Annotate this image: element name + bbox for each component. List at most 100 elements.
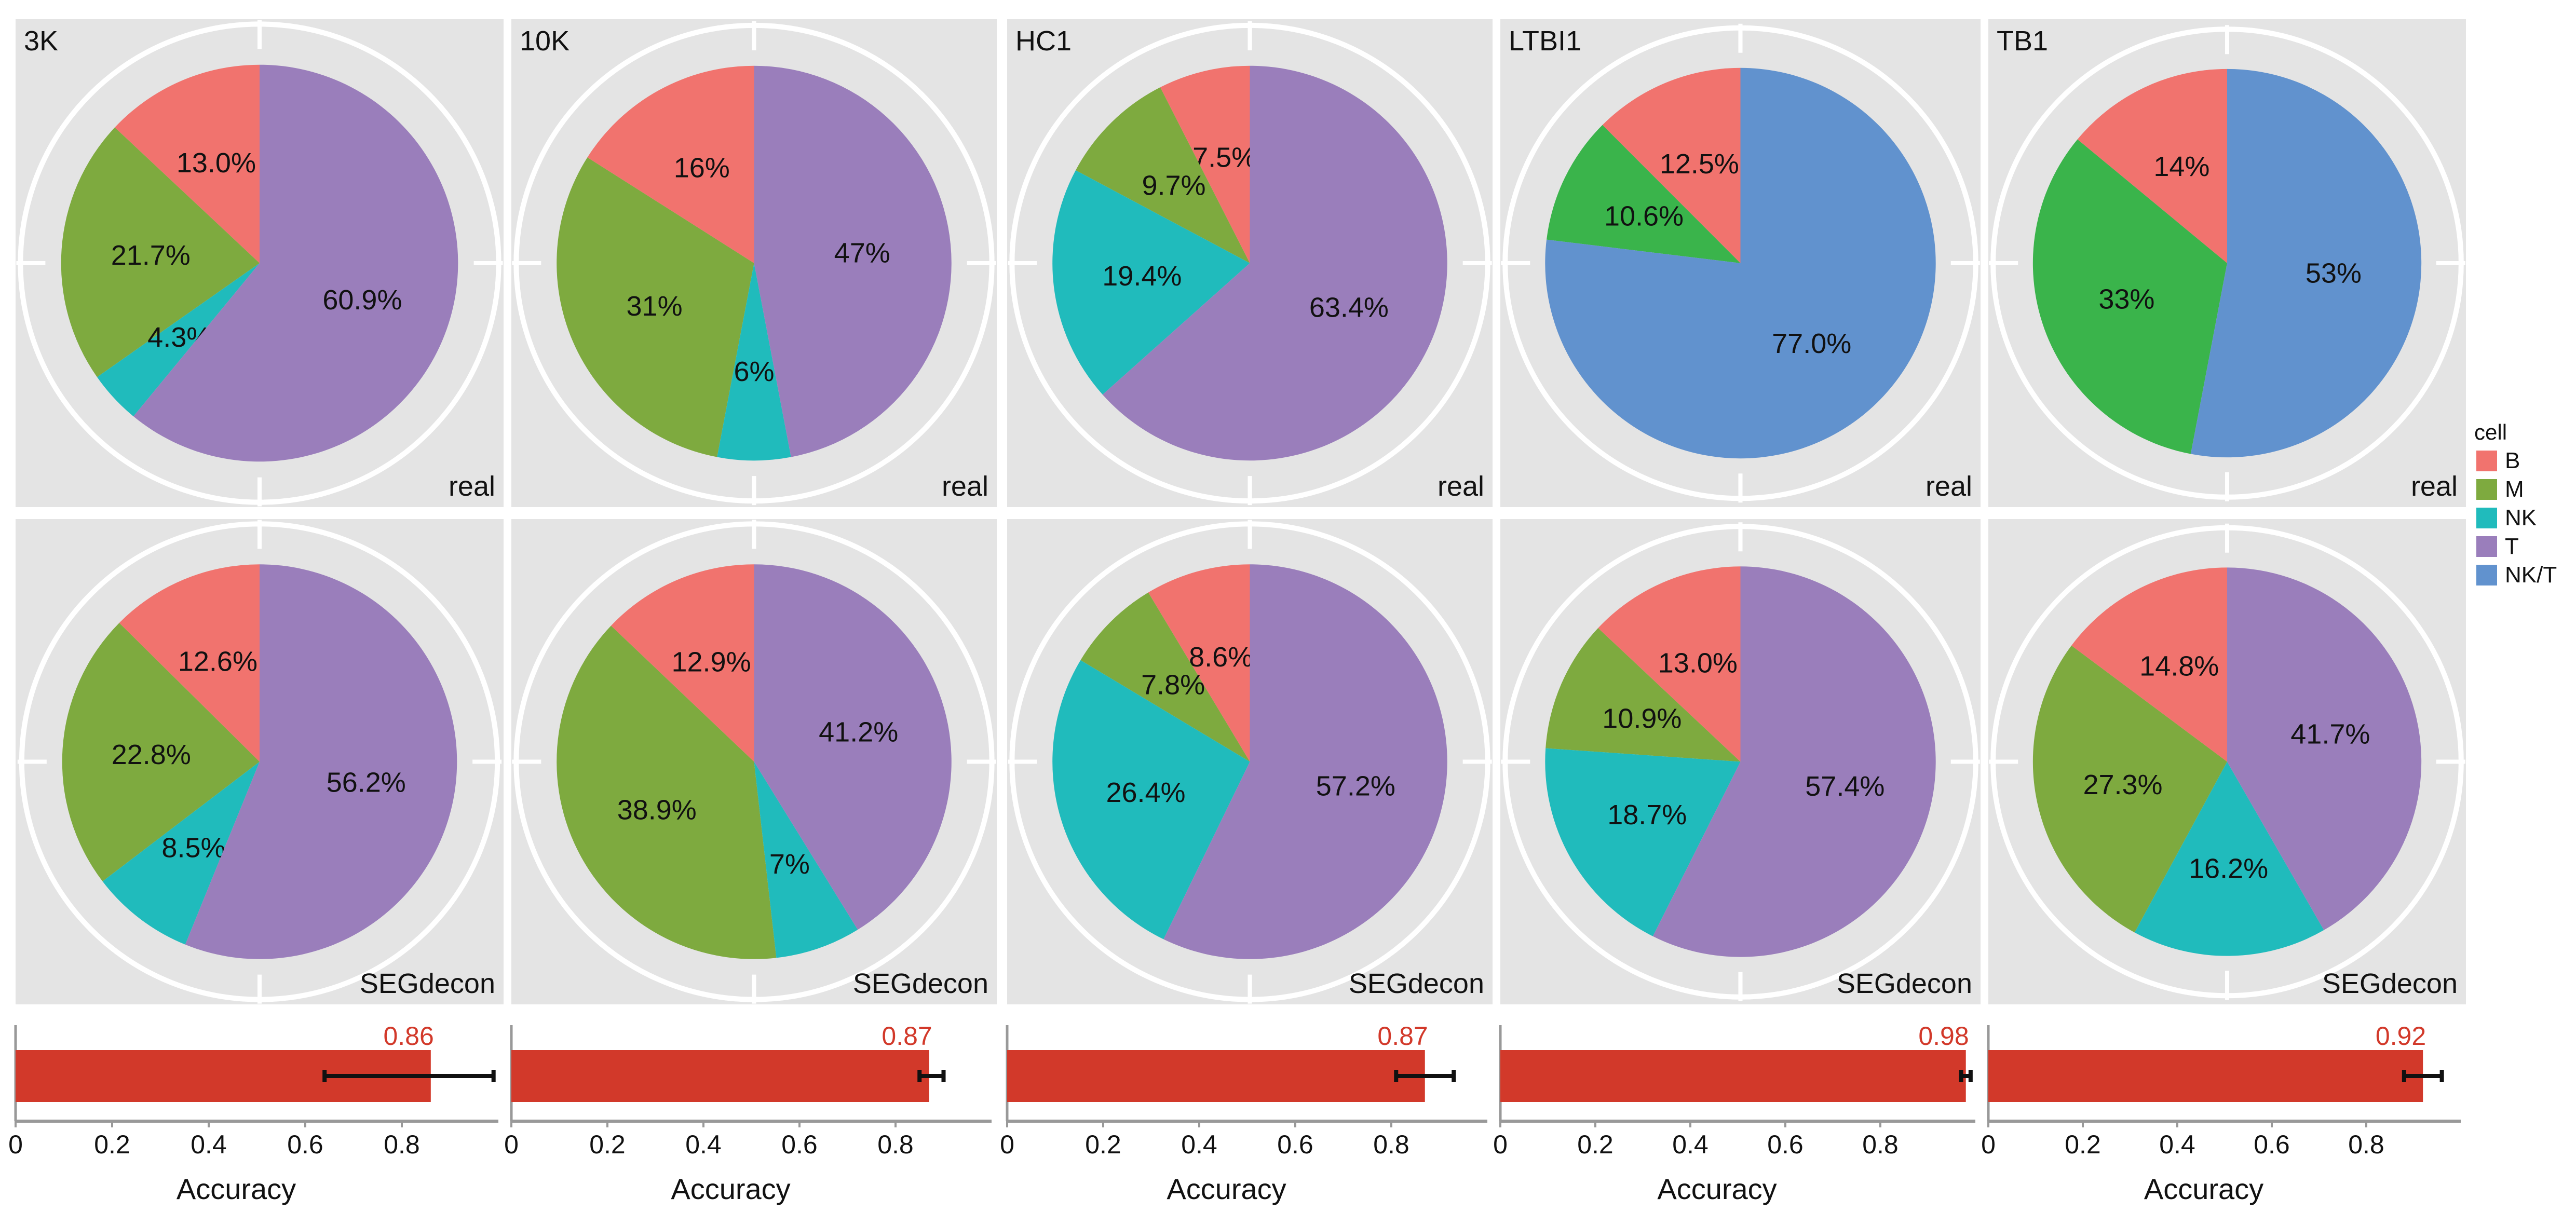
pie-slice-b [1602,67,1741,264]
slice-label: 18.7% [1607,799,1687,830]
x-tick-label: 0.8 [1373,1130,1409,1159]
pie-panel-8: 8.6%7.8% 26.4% 57.2% SEGdecon [1007,519,1493,1004]
slice-label: 57.2% [1316,770,1395,801]
slice-label: 26.4% [1106,777,1185,808]
slice-label: 6% [734,356,774,387]
legend-item-t: T [2476,534,2519,559]
pie-slice-m [1080,592,1250,762]
x-tick-label: 0.4 [1181,1130,1217,1159]
accuracy-bar [511,1050,929,1102]
slice-label: 38.9% [617,795,697,826]
slice-label: 63.4% [1309,292,1389,323]
pie-slice-nk [97,263,260,417]
pie-slice-b [2077,69,2227,263]
x-tick-label: 0.8 [384,1130,420,1159]
panel-method-label: real [1926,471,1972,502]
slice-label: 47% [834,237,890,268]
legend-item-nk-t: NK/T [2476,562,2557,588]
slice-label: 8.6% [1189,642,1253,673]
panel-title: TB1 [1997,25,2048,57]
legend-swatch [2476,536,2497,557]
slice-label: 53% [2306,257,2362,289]
accuracy-bar [1500,1050,1966,1102]
slice-label: 33% [2098,284,2154,315]
panel-method-label: real [942,471,988,502]
slice-label: 14% [2153,151,2209,182]
panel-method-label: real [1438,471,1484,502]
legend-items: BM NK T NK/T [2476,448,2557,588]
slice-label: 13.0% [1658,648,1738,679]
pie-slice-nk-t [2190,69,2422,458]
slice-label: 13.0% [177,147,256,179]
legend-swatch [2476,508,2497,528]
legend-label: T [2505,534,2519,559]
pie-slice-b [1160,65,1250,263]
x-tick-label: 0.6 [781,1130,818,1159]
panel-method-label: SEGdecon [2322,968,2458,999]
x-tick-label: 0.4 [191,1130,227,1159]
legend-label: B [2505,448,2520,473]
panel-title: LTBI1 [1509,25,1581,57]
x-tick-label: 0.6 [287,1130,323,1159]
slice-label: 22.8% [112,739,191,770]
slice-label: 7.8% [1141,670,1205,701]
slice-label: 27.3% [2083,769,2162,800]
slice-label: 19.4% [1102,261,1182,292]
x-tick-label: 0.6 [1767,1130,1804,1159]
x-tick-label: 0.2 [94,1130,130,1159]
slice-label: 57.4% [1805,771,1884,802]
slice-label: 9.7% [1142,170,1205,201]
panel-method-label: SEGdecon [1837,968,1972,999]
pie-slice-nk [1052,170,1250,395]
pie-slice-t [754,65,952,457]
slice-label: 41.2% [819,716,898,747]
panel-title: 10K [520,25,570,57]
slice-label: 12.6% [178,646,257,677]
legend-item-m: M [2476,476,2524,502]
panel-method-label: real [2411,471,2458,502]
x-tick-label: 0.4 [685,1130,722,1159]
x-tick-label: 0 [1000,1130,1014,1159]
panel-title: 3K [24,25,58,57]
accuracy-value-label: 0.87 [1377,1022,1428,1051]
x-axis-title: Accuracy [1167,1173,1286,1205]
slice-label: 31% [627,291,683,322]
x-axis-title: Accuracy [2144,1173,2263,1205]
x-tick-label: 0 [8,1130,23,1159]
pie-panel-4: 12.5% 10.6% 77.0% LTBI1 real [1500,19,1981,507]
pie-slice-t [1652,566,1936,957]
x-tick-label: 0.4 [2159,1130,2195,1159]
pie-slice-m [1075,87,1250,263]
pie-slice-nk [1052,660,1250,939]
legend-swatch [2476,565,2497,585]
pie-panel-6: 12.6% 22.8% 8.5% 56.2% SEGdecon [16,519,504,1004]
slice-label: 12.5% [1660,148,1739,180]
slice-label: 77.0% [1772,328,1851,359]
pie-slice-t [754,564,952,930]
pie-slice-nk-t [1545,67,1936,459]
x-tick-label: 0 [1493,1130,1508,1159]
accuracy-bar [1988,1050,2423,1102]
pie-slice-t [185,564,457,959]
panel-method-label: SEGdecon [853,968,988,999]
x-tick-label: 0.8 [2348,1130,2384,1159]
pie-slice-b [115,64,260,264]
slice-label: 12.9% [671,646,751,677]
legend-swatch [2476,479,2497,500]
pie-slice-b [1598,566,1741,762]
pie-slice-t [1163,564,1447,959]
pie-slice-nk [2134,761,2324,956]
accuracy-bar-panel-1: 0.86 0 0.2 0.4 0.6 0.8 Accuracy [8,1022,498,1205]
x-tick-label: 0.4 [1672,1130,1709,1159]
pie-slice-m [557,157,754,457]
slice-label: 10.9% [1602,703,1682,734]
slice-label: 8.5% [161,833,225,864]
slice-label: 16.2% [2189,853,2268,884]
accuracy-bar-panel-3: 0.87 0 0.2 0.4 0.6 0.8 Accuracy [1000,1022,1487,1205]
pie-panel-2: 16% 31% 6% 47% 10K real [511,19,997,507]
panel-method-label: SEGdecon [1349,968,1484,999]
legend-swatch [2476,451,2497,471]
x-tick-label: 0.6 [1277,1130,1313,1159]
